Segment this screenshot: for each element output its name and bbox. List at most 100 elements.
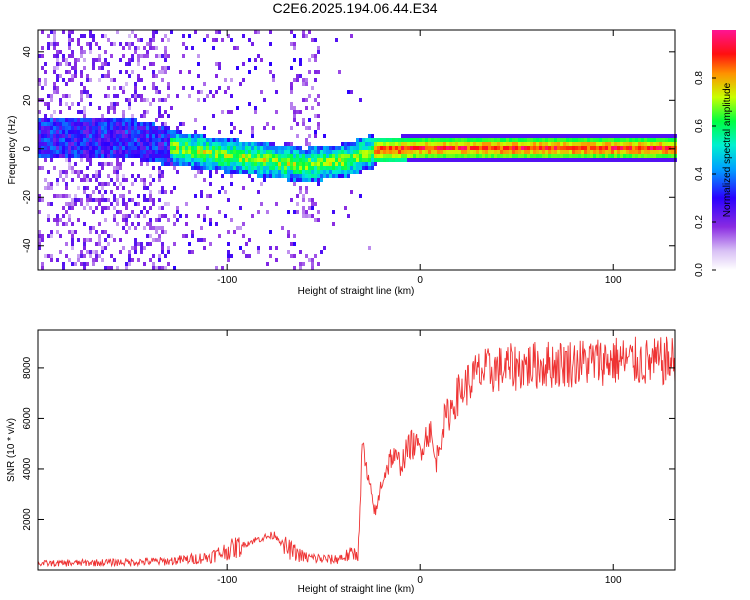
spectrogram-cell <box>425 150 428 154</box>
spectrogram-cell <box>104 130 107 134</box>
spectrogram-cell <box>185 150 188 154</box>
spectrogram-cell <box>260 58 263 62</box>
spectrogram-cell <box>95 42 98 46</box>
spectrogram-cell <box>335 158 338 162</box>
spectrogram-cell <box>551 134 554 138</box>
spectrogram-cell <box>149 102 152 106</box>
spectrogram-cell <box>155 226 158 230</box>
spectrogram-cell <box>236 226 239 230</box>
spectrogram-cell <box>308 126 311 130</box>
spectrogram-cell <box>542 134 545 138</box>
spectrogram-cell <box>98 142 101 146</box>
spectrogram-cell <box>278 174 281 178</box>
spectrogram-cell <box>68 130 71 134</box>
spectrogram-cell <box>572 138 575 142</box>
spectrogram-cell <box>68 138 71 142</box>
spectrogram-cell <box>140 98 143 102</box>
spectrogram-cell <box>491 150 494 154</box>
spectrogram-cell <box>587 158 590 162</box>
spectrogram-cell <box>299 158 302 162</box>
spectrogram-cell <box>137 122 140 126</box>
spectrogram-cell <box>101 34 104 38</box>
spectrogram-cell <box>68 218 71 222</box>
spectrogram-cell <box>212 162 215 166</box>
spectrogram-cell <box>218 154 221 158</box>
spectrogram-cell <box>158 170 161 174</box>
spectrogram-cell <box>260 146 263 150</box>
spectrogram-cell <box>38 230 41 234</box>
spectrogram-cell <box>440 138 443 142</box>
spectrogram-cell <box>620 142 623 146</box>
spectrogram-cell <box>230 154 233 158</box>
spectrogram-cell <box>83 110 86 114</box>
spectrogram-cell <box>122 198 125 202</box>
spectrogram-cell <box>317 146 320 150</box>
spectrogram-cell <box>125 138 128 142</box>
spectrogram-cell <box>236 150 239 154</box>
spectrogram-cell <box>101 166 104 170</box>
spectrogram-cell <box>65 142 68 146</box>
spectrogram-cell <box>146 50 149 54</box>
spectrogram-cell <box>212 142 215 146</box>
spectrogram-cell <box>62 134 65 138</box>
spectrogram-cell <box>512 138 515 142</box>
spectrogram-cell <box>230 170 233 174</box>
spectrogram-cell <box>266 170 269 174</box>
spectrogram-cell <box>128 258 131 262</box>
spectrogram-cell <box>320 146 323 150</box>
spectrogram-cell <box>533 142 536 146</box>
spectrogram-cell <box>629 138 632 142</box>
spectrogram-cell <box>86 118 89 122</box>
spectrogram-cell <box>317 70 320 74</box>
spectrogram-cell <box>50 30 53 34</box>
spectrogram-cell <box>530 134 533 138</box>
spectrogram-cell <box>122 214 125 218</box>
spectrogram-cell <box>83 242 86 246</box>
spectrogram-cell <box>374 158 377 162</box>
spectrogram-cell <box>599 154 602 158</box>
spectrogram-cell <box>236 162 239 166</box>
spectrogram-cell <box>113 130 116 134</box>
spectrogram-cell <box>53 42 56 46</box>
spectrogram-cell <box>557 158 560 162</box>
spectrogram-cell <box>266 146 269 150</box>
spectrogram-cell <box>290 86 293 90</box>
spectrogram-cell <box>500 150 503 154</box>
spectrogram-cell <box>323 162 326 166</box>
spectrogram-cell <box>101 134 104 138</box>
spectrogram-cell <box>59 98 62 102</box>
spectrogram-cell <box>113 110 116 114</box>
spectrogram-cell <box>80 94 83 98</box>
spectrogram-cell <box>227 258 230 262</box>
spectrogram-cell <box>314 166 317 170</box>
spectrogram-cell <box>74 194 77 198</box>
spectrogram-cell <box>140 114 143 118</box>
spectrogram-cell <box>509 142 512 146</box>
spectrogram-cell <box>308 70 311 74</box>
spectrogram-cell <box>104 34 107 38</box>
spectrogram-cell <box>557 138 560 142</box>
spectrogram-cell <box>293 146 296 150</box>
spectrogram-cell <box>287 170 290 174</box>
spectrogram-cell <box>491 158 494 162</box>
spectrogram-cell <box>614 138 617 142</box>
spectrogram-cell <box>293 110 296 114</box>
spectrogram-cell <box>137 150 140 154</box>
spectrogram-cell <box>350 150 353 154</box>
spectrogram-cell <box>215 30 218 34</box>
spectrogram-cell <box>272 170 275 174</box>
spectrogram-cell <box>65 138 68 142</box>
spectrogram-cell <box>68 106 71 110</box>
spectrogram-cell <box>458 146 461 150</box>
spectrogram-cell <box>314 254 317 258</box>
spectrogram-cell <box>665 146 668 150</box>
spectrogram-cell <box>200 190 203 194</box>
spectrogram-cell <box>71 30 74 34</box>
spectrogram-cell <box>365 162 368 166</box>
spectrogram-cell <box>443 142 446 146</box>
spectrogram-cell <box>47 202 50 206</box>
spectrogram-cell <box>152 126 155 130</box>
spectrogram-cell <box>56 90 59 94</box>
spectrogram-cell <box>125 42 128 46</box>
spectrogram-cell <box>422 158 425 162</box>
